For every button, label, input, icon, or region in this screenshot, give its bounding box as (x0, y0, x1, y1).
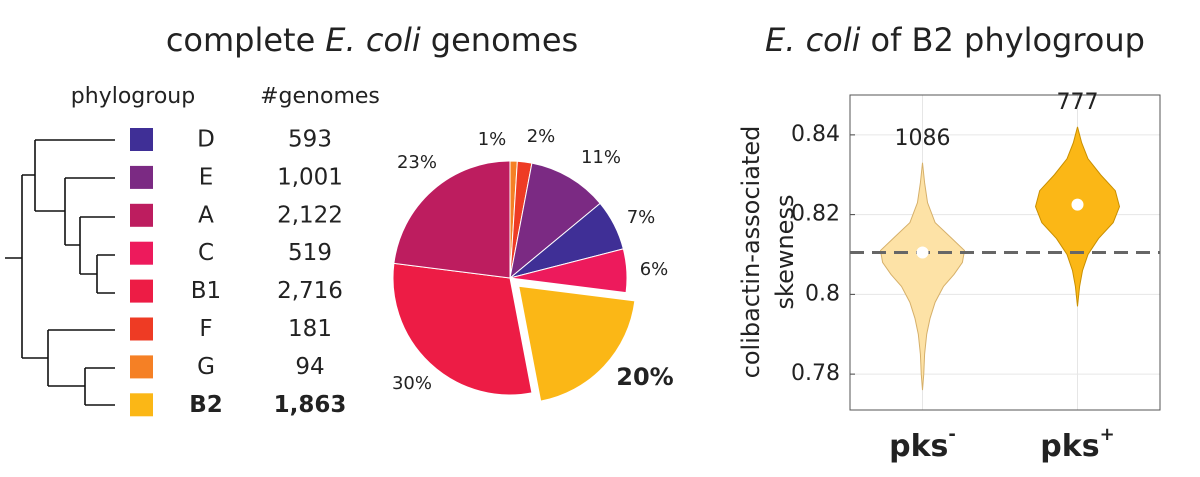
genome-count: 593 (288, 127, 332, 153)
title-part: E. coli (325, 21, 421, 59)
slice-label: 6% (640, 259, 669, 280)
title: complete E. coli genomes (166, 21, 578, 59)
violin-half (922, 162, 966, 391)
color-swatch (130, 165, 153, 189)
phylogroup: E (199, 164, 214, 190)
genome-count: 1,863 (274, 392, 347, 418)
phylogroup: A (198, 202, 214, 228)
violin-half (879, 162, 923, 391)
phylogroup: G (197, 354, 215, 380)
slice-label: 30% (392, 373, 432, 394)
phylogroup: F (199, 316, 212, 342)
color-swatch (130, 355, 153, 379)
y-axis-label: skewness (771, 195, 799, 310)
y-tick-label: 0.82 (791, 202, 840, 227)
x-tick-label: pks- (889, 424, 956, 464)
count-label: 1086 (895, 126, 951, 151)
y-axis-label: colibactin-associated (737, 126, 765, 379)
title-part: genomes (431, 21, 578, 59)
y-tick-label: 0.78 (791, 361, 840, 386)
genome-count: 2,122 (277, 202, 343, 228)
violin-half (1077, 126, 1121, 307)
pie-slice (509, 162, 601, 280)
title: E. coli of B2 phylogroup (765, 21, 1145, 59)
x-tick-label: pks+ (1040, 424, 1114, 464)
slice-label: 23% (397, 152, 437, 173)
genome-count: 181 (288, 316, 332, 342)
title-part: E. coli (765, 21, 861, 59)
color-swatch (130, 393, 153, 417)
dendrogram (5, 139, 115, 406)
count-label: 777 (1057, 90, 1099, 115)
genome-count: 1,001 (277, 164, 343, 190)
slice-label: 1% (478, 129, 507, 150)
category-name: pks (1040, 429, 1099, 464)
phylogroup: C (198, 240, 214, 266)
color-swatch (130, 241, 153, 265)
pie-slice (392, 262, 533, 396)
column-header: phylogroup (71, 84, 195, 109)
phylogroup: D (197, 127, 215, 153)
title-part: of B2 phylogroup (871, 21, 1145, 59)
category-superscript: - (948, 424, 955, 445)
category-superscript: + (1100, 424, 1115, 445)
column-header: #genomes (260, 84, 380, 109)
slice-label: 2% (527, 126, 556, 147)
median-point (916, 246, 929, 259)
color-swatch (130, 128, 153, 151)
slice-label: 11% (581, 147, 621, 168)
color-swatch (130, 317, 153, 341)
violin-half (1034, 126, 1078, 307)
y-tick-label: 0.8 (805, 281, 840, 306)
pie-slice (393, 160, 511, 279)
color-swatch (130, 203, 153, 227)
color-swatch (130, 279, 153, 303)
phylogroup: B1 (191, 278, 221, 304)
y-tick-label: 0.84 (791, 122, 840, 147)
genome-count: 519 (288, 240, 332, 266)
category-name: pks (889, 429, 948, 464)
phylogroup: B2 (189, 392, 223, 418)
genome-count: 2,716 (277, 278, 343, 304)
median-point (1071, 198, 1084, 211)
slice-label: 7% (627, 207, 656, 228)
pie-slice (518, 285, 636, 402)
genome-count: 94 (295, 354, 324, 380)
pie-slice (509, 248, 628, 294)
title-part: complete (166, 21, 315, 59)
slice-label: 20% (616, 363, 673, 391)
